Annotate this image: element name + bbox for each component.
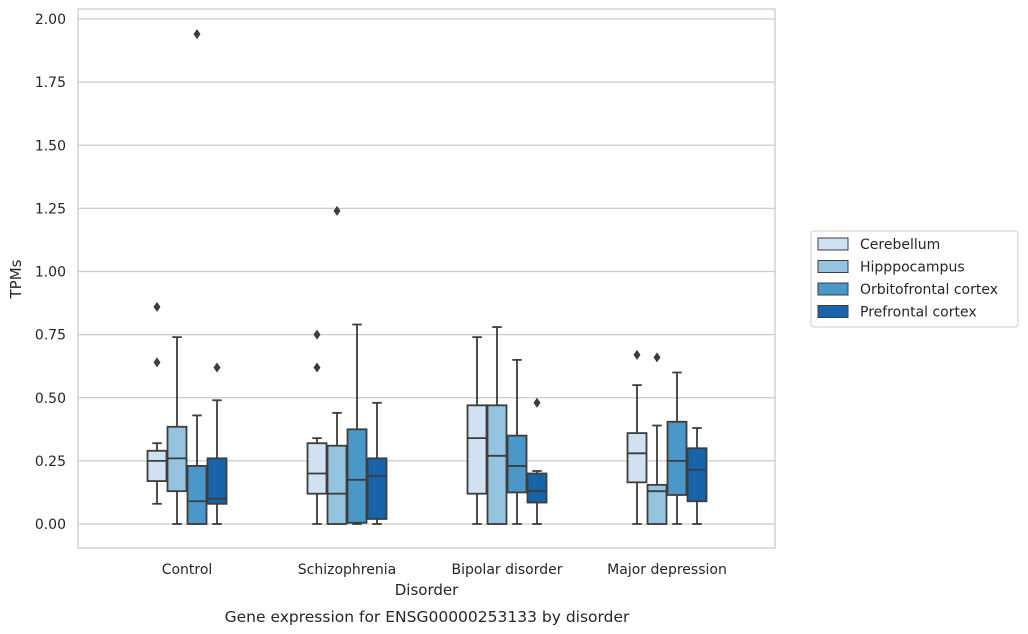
legend-label: Hipppocampus bbox=[860, 260, 965, 276]
box-orbitofrontal-cortex-bipolar-disorder bbox=[506, 358, 528, 525]
box-cerebellum-schizophrenia bbox=[306, 329, 328, 525]
chart-caption: Gene expression for ENSG00000253133 by d… bbox=[225, 608, 630, 626]
iqr-box bbox=[146, 449, 168, 482]
iqr-box bbox=[306, 442, 328, 495]
box-prefrontal-cortex-schizophrenia bbox=[366, 401, 388, 525]
box-orbitofrontal-cortex-schizophrenia bbox=[346, 323, 368, 525]
box-orbitofrontal-cortex-major-depression bbox=[666, 371, 688, 525]
legend-swatch bbox=[817, 282, 849, 296]
iqr-box bbox=[646, 483, 668, 525]
box-cerebellum-control bbox=[146, 301, 168, 505]
box-cerebellum-major-depression bbox=[626, 349, 648, 525]
box-hipppocampus-bipolar-disorder bbox=[486, 326, 508, 525]
legend-label: Prefrontal cortex bbox=[860, 305, 977, 321]
box-hipppocampus-major-depression bbox=[646, 352, 668, 525]
iqr-box bbox=[366, 457, 388, 520]
iqr-box bbox=[186, 465, 208, 525]
legend-label: Cerebellum bbox=[860, 237, 940, 253]
y-tick-label: 0.00 bbox=[35, 517, 66, 533]
plot-area-frame bbox=[77, 8, 776, 549]
box-plot-boxes bbox=[146, 29, 708, 525]
outlier-point bbox=[193, 29, 201, 40]
iqr-box bbox=[486, 404, 508, 525]
box-prefrontal-cortex-control bbox=[206, 362, 228, 525]
iqr-box bbox=[206, 457, 228, 505]
iqr-box bbox=[626, 432, 648, 484]
outlier-point bbox=[313, 329, 321, 340]
box-hipppocampus-control bbox=[166, 336, 188, 525]
outlier-point bbox=[213, 362, 221, 373]
box-prefrontal-cortex-major-depression bbox=[686, 427, 708, 525]
outlier-point bbox=[333, 205, 341, 216]
y-tick-label: 1.75 bbox=[35, 75, 66, 91]
y-tick-label: 2.00 bbox=[35, 12, 66, 28]
outlier-point bbox=[533, 397, 541, 408]
box-orbitofrontal-cortex-control bbox=[186, 29, 208, 525]
outlier-point bbox=[633, 349, 641, 360]
legend-item-cerebellum: Cerebellum bbox=[817, 237, 940, 253]
x-tick-label: Schizophrenia bbox=[298, 562, 396, 578]
legend-swatch bbox=[817, 260, 849, 273]
x-tick-label: Bipolar disorder bbox=[451, 562, 562, 578]
y-tick-labels: 0.00 0.25 0.50 0.75 1.00 1.25 1.50 1.75 2.00 bbox=[35, 12, 66, 533]
box-cerebellum-bipolar-disorder bbox=[466, 336, 488, 525]
x-tick-label: Control bbox=[162, 562, 213, 578]
legend-swatch bbox=[817, 305, 849, 318]
y-tick-label: 1.50 bbox=[35, 138, 66, 154]
y-tick-label: 1.25 bbox=[35, 201, 66, 217]
x-tick-labels: Control Schizophrenia Bipolar disorder Majo… bbox=[162, 562, 727, 578]
box-hipppocampus-schizophrenia bbox=[326, 205, 348, 525]
legend-frame bbox=[810, 230, 1019, 328]
y-tick-label: 0.75 bbox=[35, 328, 66, 344]
iqr-box bbox=[346, 428, 368, 524]
iqr-box bbox=[506, 434, 528, 494]
outlier-point bbox=[313, 362, 321, 373]
legend: Cerebellum Hipppocampus Orbitofrontal cort… bbox=[810, 230, 1019, 328]
legend-label: Orbitofrontal cortex bbox=[860, 282, 998, 298]
box-prefrontal-cortex-bipolar-disorder bbox=[526, 397, 548, 525]
y-tick-label: 0.25 bbox=[35, 454, 66, 470]
x-axis-label: Disorder bbox=[395, 581, 459, 599]
legend-item-hipppocampus: Hipppocampus bbox=[817, 260, 965, 276]
legend-swatch bbox=[817, 237, 849, 251]
outlier-point bbox=[153, 301, 161, 312]
outlier-point bbox=[153, 357, 161, 368]
grid-lines bbox=[78, 18, 775, 525]
y-tick-label: 1.00 bbox=[35, 265, 66, 281]
iqr-box bbox=[466, 404, 488, 495]
outlier-point bbox=[653, 352, 661, 363]
iqr-box bbox=[526, 472, 548, 504]
legend-item-orbitofrontal-cortex: Orbitofrontal cortex bbox=[817, 282, 998, 298]
y-tick-label: 0.50 bbox=[35, 391, 66, 407]
iqr-box bbox=[326, 444, 348, 525]
legend-item-prefrontal-cortex: Prefrontal cortex bbox=[817, 305, 977, 321]
y-axis-label: TPMs bbox=[7, 259, 25, 299]
iqr-box bbox=[686, 447, 708, 503]
iqr-box bbox=[666, 420, 688, 496]
x-tick-label: Major depression bbox=[607, 562, 727, 578]
